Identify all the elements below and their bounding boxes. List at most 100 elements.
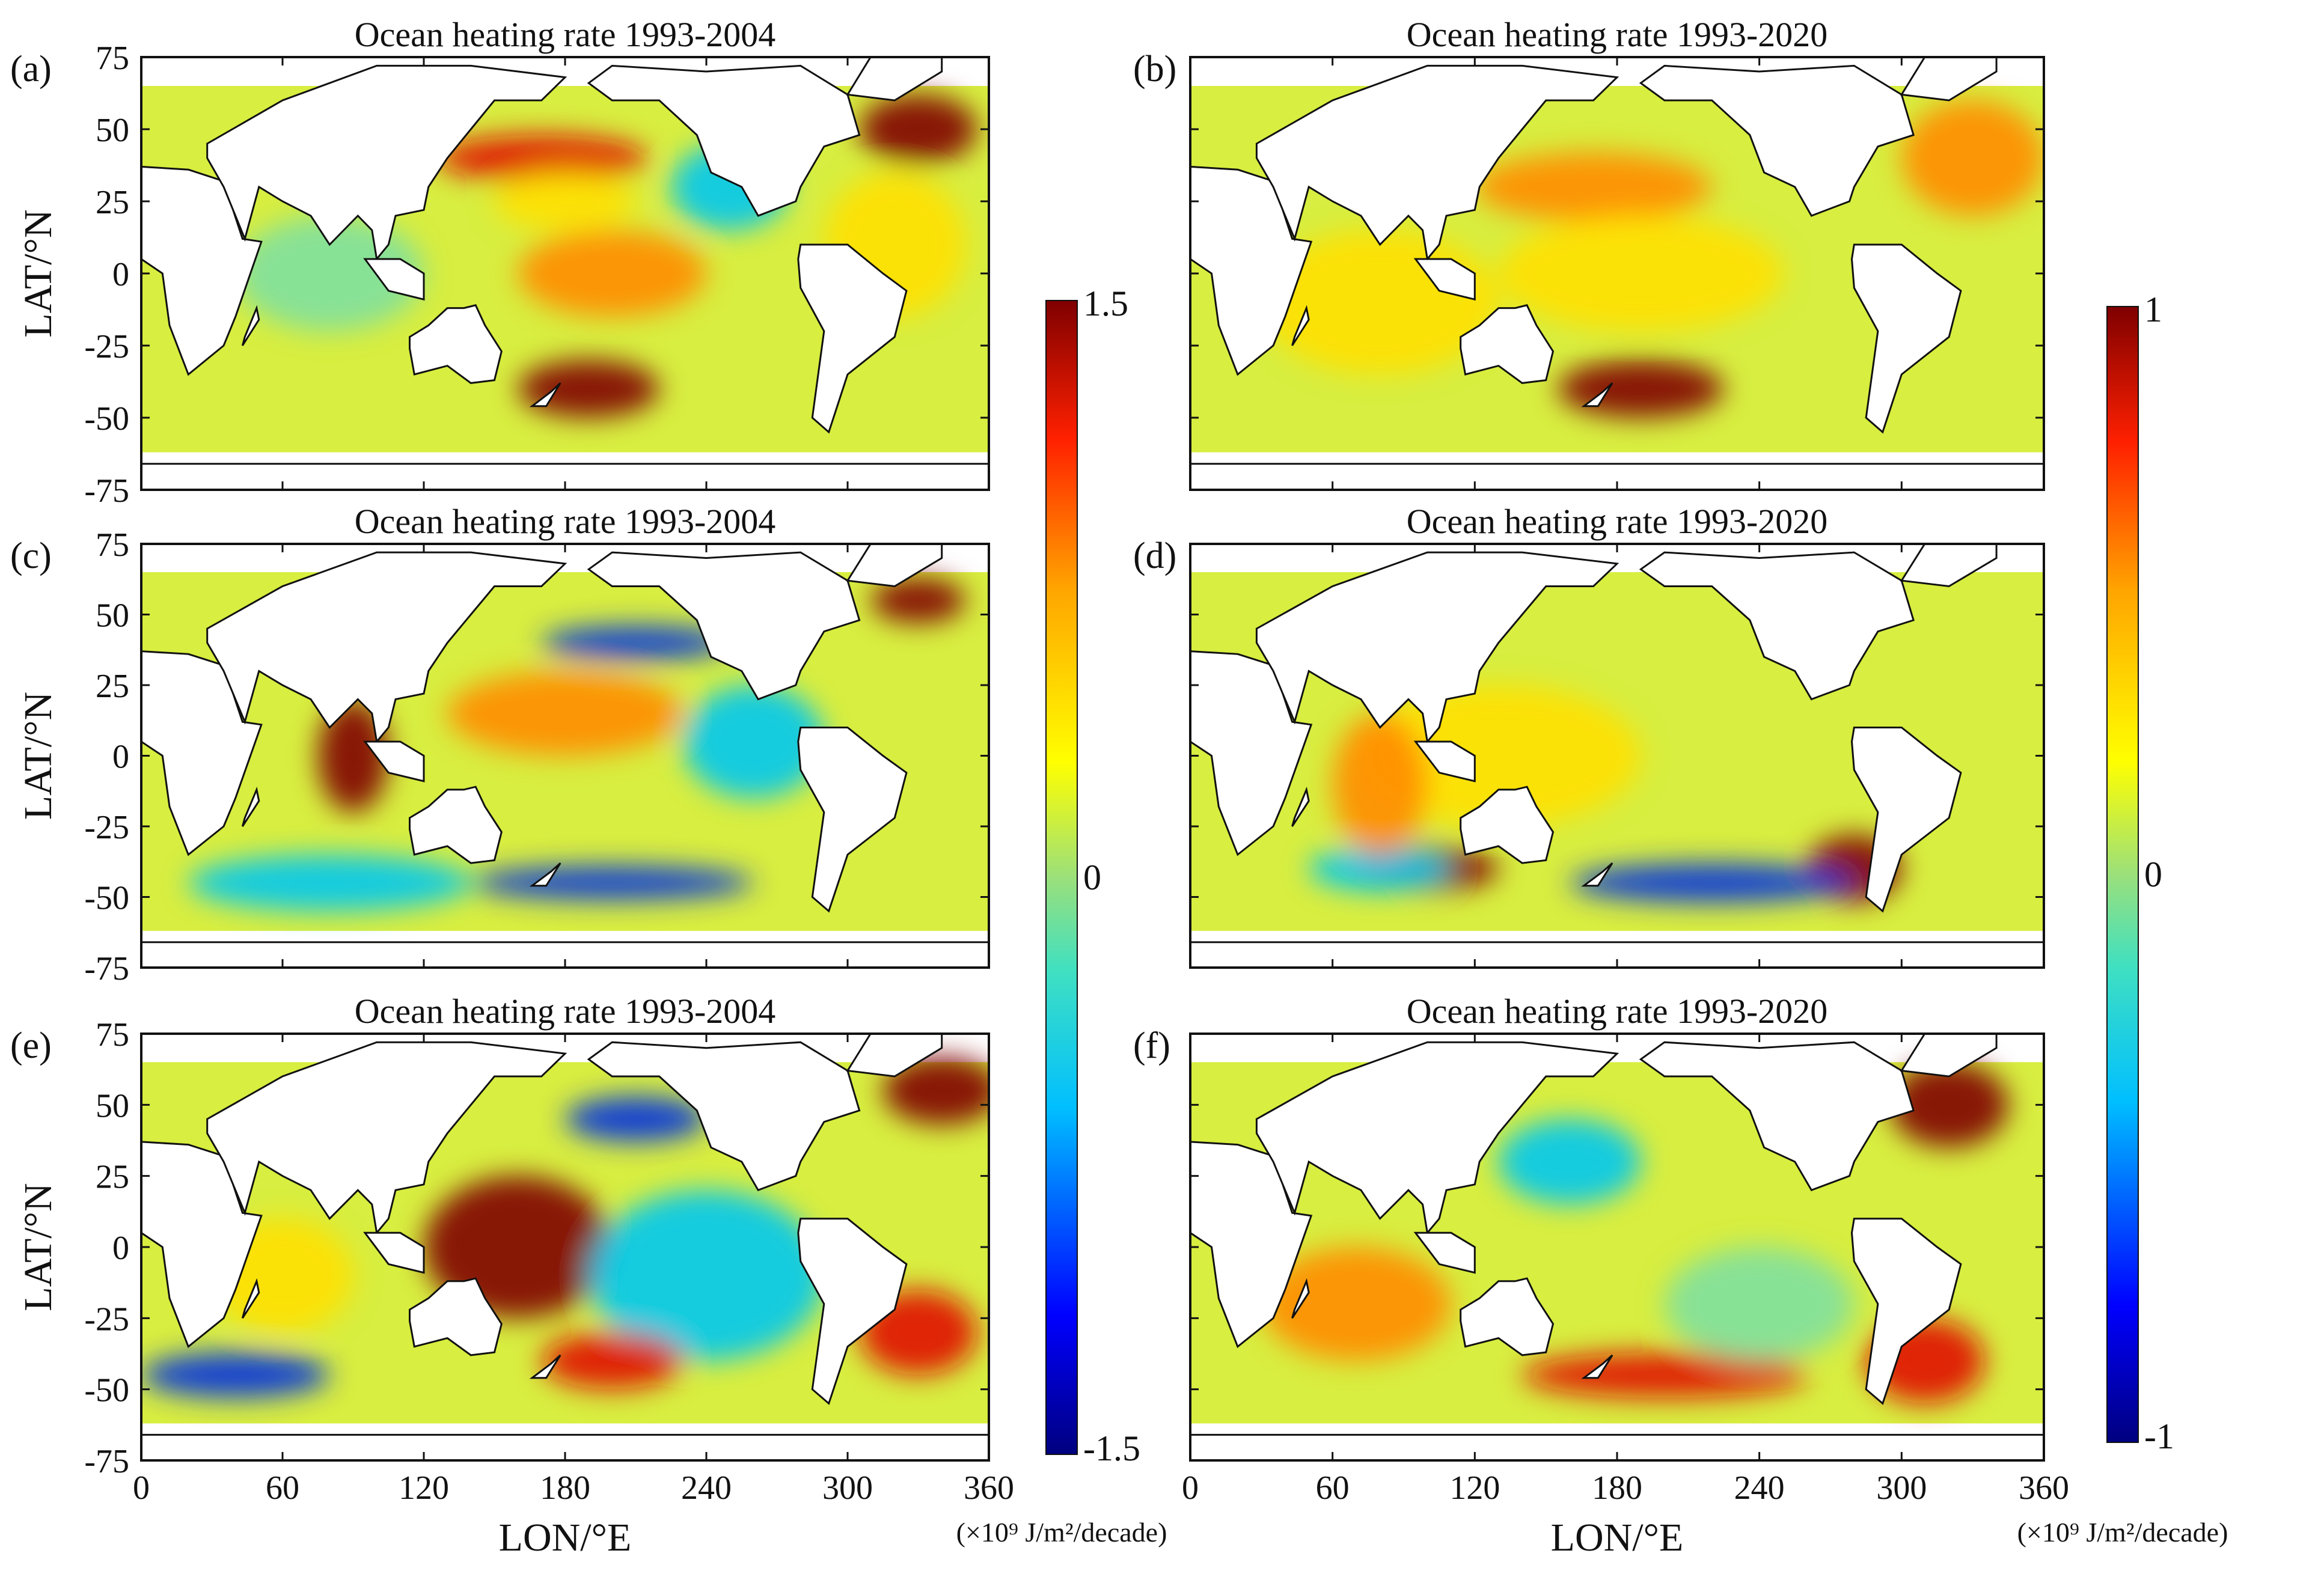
panels-layer: 75 50 25 0 -25 -50 -75 Ocean heating rate 1993-… xyxy=(10,15,2069,1560)
land-mass xyxy=(1190,463,2044,490)
land-mass xyxy=(141,1141,263,1349)
map-area xyxy=(1190,1034,2044,1460)
y-tick-label: 75 xyxy=(96,1016,129,1054)
anomaly-blob xyxy=(1498,216,1784,331)
land-mass xyxy=(1190,941,2044,968)
land-mass xyxy=(1460,785,1555,864)
land-mass xyxy=(587,551,861,701)
y-tick-label: -50 xyxy=(84,400,129,438)
land-mass xyxy=(1190,1141,1313,1349)
anomaly-blob xyxy=(317,699,389,813)
colorbar-tick-label: 0 xyxy=(1083,858,1101,897)
land-mass xyxy=(846,544,943,588)
x-axis-label: LON/°E xyxy=(1551,1516,1684,1560)
panel-title: Ocean heating rate 1993-2020 xyxy=(1407,15,1828,54)
colorbar-1: 1.5 0 -1.5 (×10⁹ J/m²/decade) xyxy=(956,284,1167,1548)
x-tick-label: 60 xyxy=(266,1469,299,1507)
panel-letter: (d) xyxy=(1133,535,1176,576)
land-mass xyxy=(206,1041,567,1235)
panel-f: 0 60 120 180 240 300 360 Ocean heating rate 199… xyxy=(1133,992,2069,1560)
land-mass xyxy=(1900,544,1998,588)
y-tick-label: 50 xyxy=(96,1087,129,1124)
anomaly-blob xyxy=(1522,1352,1807,1398)
anomaly-field xyxy=(141,1056,989,1398)
panel-c: 75 50 25 0 -25 -50 -75 Ocean heating rate 1993-… xyxy=(10,502,990,987)
land-mass xyxy=(1255,551,1619,744)
colorbar-strip xyxy=(2106,306,2139,1443)
x-tick-label: 60 xyxy=(1316,1469,1350,1507)
land-mass xyxy=(241,786,260,827)
y-axis-label: LAT/°N xyxy=(16,1183,60,1311)
anomaly-blob xyxy=(1498,1119,1641,1204)
y-tick-label: 50 xyxy=(96,597,129,635)
y-tick-label: 75 xyxy=(96,526,129,564)
anomaly-blob xyxy=(859,94,977,164)
colorbar-strip xyxy=(1045,300,1078,1455)
y-tick-label: -25 xyxy=(84,1301,129,1338)
y-tick-label: -25 xyxy=(84,328,129,365)
x-axis-label: LON/°E xyxy=(499,1516,632,1560)
land-mass xyxy=(587,1041,861,1192)
y-tick-label: 50 xyxy=(96,112,129,149)
anomaly-blob xyxy=(435,135,648,181)
x-tick-label: 360 xyxy=(2019,1469,2069,1507)
panel-b: Ocean heating rate 1993-2020 (b) xyxy=(1133,15,2045,491)
y-tick-label: -25 xyxy=(84,809,129,846)
x-tick-label: 360 xyxy=(964,1469,1014,1507)
x-tick-label: 240 xyxy=(681,1469,732,1507)
colorbar-tick-label: 0 xyxy=(2144,855,2162,894)
land-mass xyxy=(363,258,425,301)
land-mass xyxy=(1190,1433,2044,1460)
anomaly-blob xyxy=(682,685,824,798)
x-tick-label: 120 xyxy=(399,1469,449,1507)
land-mass xyxy=(1413,1231,1476,1274)
panel-e: 0 60 120 180 240 300 360 75 50 25 0 -25 -50 -75 Ocean … xyxy=(10,992,1014,1560)
panel-title: Ocean heating rate 1993-2004 xyxy=(355,502,776,541)
land-mass xyxy=(409,785,503,864)
anomaly-blob xyxy=(871,578,965,623)
panel-letter: (f) xyxy=(1133,1025,1170,1066)
land-mass xyxy=(1639,551,1915,701)
y-tick-label: 25 xyxy=(96,1159,129,1196)
anomaly-blob xyxy=(1309,846,1451,892)
anomaly-blob xyxy=(1332,713,1428,855)
anomaly-blob xyxy=(565,1096,706,1142)
land-mass xyxy=(846,57,943,102)
land-mass xyxy=(241,305,260,346)
land-mass xyxy=(363,1231,425,1274)
panel-title: Ocean heating rate 1993-2004 xyxy=(355,15,776,54)
colorbar-tick-label: 1.5 xyxy=(1083,284,1128,323)
y-tick-label: -50 xyxy=(84,880,129,917)
anomaly-blob xyxy=(589,1190,824,1361)
x-tick-label: 180 xyxy=(540,1469,590,1507)
land-mass xyxy=(797,1218,908,1405)
y-tick-label: 25 xyxy=(96,668,129,705)
panel-letter: (c) xyxy=(10,535,52,576)
land-mass xyxy=(1850,243,1962,434)
anomaly-blob xyxy=(141,1352,330,1398)
land-mass xyxy=(409,304,503,384)
x-tick-label: 0 xyxy=(1182,1469,1199,1507)
panel-letter: (a) xyxy=(10,49,52,90)
land-mass xyxy=(141,165,263,376)
anomaly-blob xyxy=(1664,1247,1855,1361)
land-mass xyxy=(1639,64,1915,217)
land-mass xyxy=(797,243,908,434)
land-mass xyxy=(206,551,567,744)
land-mass xyxy=(1460,1277,1555,1356)
colorbar-tick-label: -1 xyxy=(2144,1417,2174,1456)
y-tick-label: -75 xyxy=(84,950,129,987)
land-mass xyxy=(141,650,263,856)
y-tick-label: 0 xyxy=(112,739,129,776)
x-tick-label: 0 xyxy=(133,1469,150,1507)
anomaly-blob xyxy=(518,230,706,317)
land-mass xyxy=(1460,304,1555,384)
y-axis-label: LAT/°N xyxy=(16,209,60,337)
anomaly-blob xyxy=(1901,100,2044,216)
land-mass xyxy=(1190,650,1313,856)
panel-d: Ocean heating rate 1993-2020 (d) xyxy=(1133,502,2045,969)
anomaly-blob xyxy=(188,855,471,911)
land-mass xyxy=(1581,382,1613,407)
y-tick-label: 0 xyxy=(112,256,129,293)
land-mass xyxy=(529,862,561,887)
